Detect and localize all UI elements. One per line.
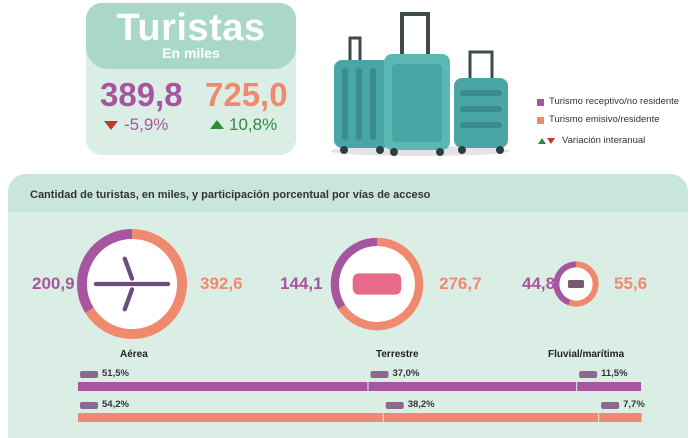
- legend-down-icon: [547, 138, 555, 144]
- share-bar-segment: [368, 382, 577, 391]
- down-arrow-icon: [104, 121, 118, 130]
- emissive-change: 10,8%: [229, 115, 278, 134]
- category-label: Fluvial/marítima: [548, 349, 625, 360]
- share-bar-segment: [78, 382, 368, 391]
- luggage-illustration-icon: [330, 12, 510, 156]
- airplane-icon: [93, 256, 171, 312]
- donut-slice-emissive: [568, 261, 599, 307]
- ship-small-icon: [579, 371, 598, 378]
- page-title: Turistas: [116, 7, 266, 49]
- car-small-icon: [370, 371, 389, 378]
- share-label: 51,5%: [102, 368, 129, 379]
- title-box: [86, 3, 296, 69]
- donut-slice-receptive: [553, 261, 577, 306]
- legend-emissive: Turismo emisivo/residente: [549, 114, 660, 125]
- donut-slice-emissive: [338, 237, 424, 331]
- category-label: Aérea: [120, 349, 148, 360]
- legend-variation: Variación interanual: [562, 135, 646, 146]
- receptive-value-label: 200,9: [32, 274, 75, 293]
- ship-icon: [568, 280, 584, 288]
- receptive-total: 389,8: [100, 76, 183, 113]
- emissive-value-label: 55,6: [614, 274, 648, 293]
- donut-slice-receptive: [330, 237, 378, 310]
- share-bar-segment: [78, 413, 383, 422]
- share-bar-segment: [577, 382, 641, 391]
- share-label: 54,2%: [102, 399, 129, 410]
- donut-slice-emissive: [85, 229, 187, 339]
- ship-small-icon: [601, 402, 620, 409]
- legend-up-icon: [538, 138, 546, 144]
- share-label: 38,2%: [407, 399, 435, 410]
- emissive-value-label: 392,6: [200, 274, 243, 293]
- up-arrow-icon: [210, 120, 224, 129]
- access-panel-header: [8, 174, 688, 212]
- receptive-value-label: 44,8: [522, 274, 556, 293]
- share-bar-segment: [383, 413, 599, 422]
- emissive-value-label: 276,7: [439, 274, 482, 293]
- share-bar-segment: [599, 413, 642, 422]
- category-label: Terrestre: [376, 349, 419, 360]
- legend-receptive: Turismo receptivo/no residente: [549, 96, 680, 107]
- car-small-icon: [385, 402, 404, 409]
- section-title: Cantidad de turistas, en miles, y partic…: [30, 189, 431, 201]
- airplane-small-icon: [80, 402, 98, 409]
- share-label: 11,5%: [601, 368, 628, 379]
- legend-emissive-swatch: [537, 117, 544, 124]
- receptive-value-label: 144,1: [280, 274, 323, 293]
- receptive-change: -5,9%: [124, 115, 169, 134]
- donut-slice-receptive: [77, 229, 133, 314]
- legend-receptive-swatch: [537, 99, 544, 106]
- share-label: 7,7%: [623, 399, 645, 410]
- airplane-small-icon: [80, 371, 98, 378]
- car-icon: [352, 273, 402, 295]
- page-subtitle: En miles: [162, 45, 220, 61]
- share-label: 37,0%: [392, 368, 420, 379]
- emissive-total: 725,0: [205, 76, 288, 113]
